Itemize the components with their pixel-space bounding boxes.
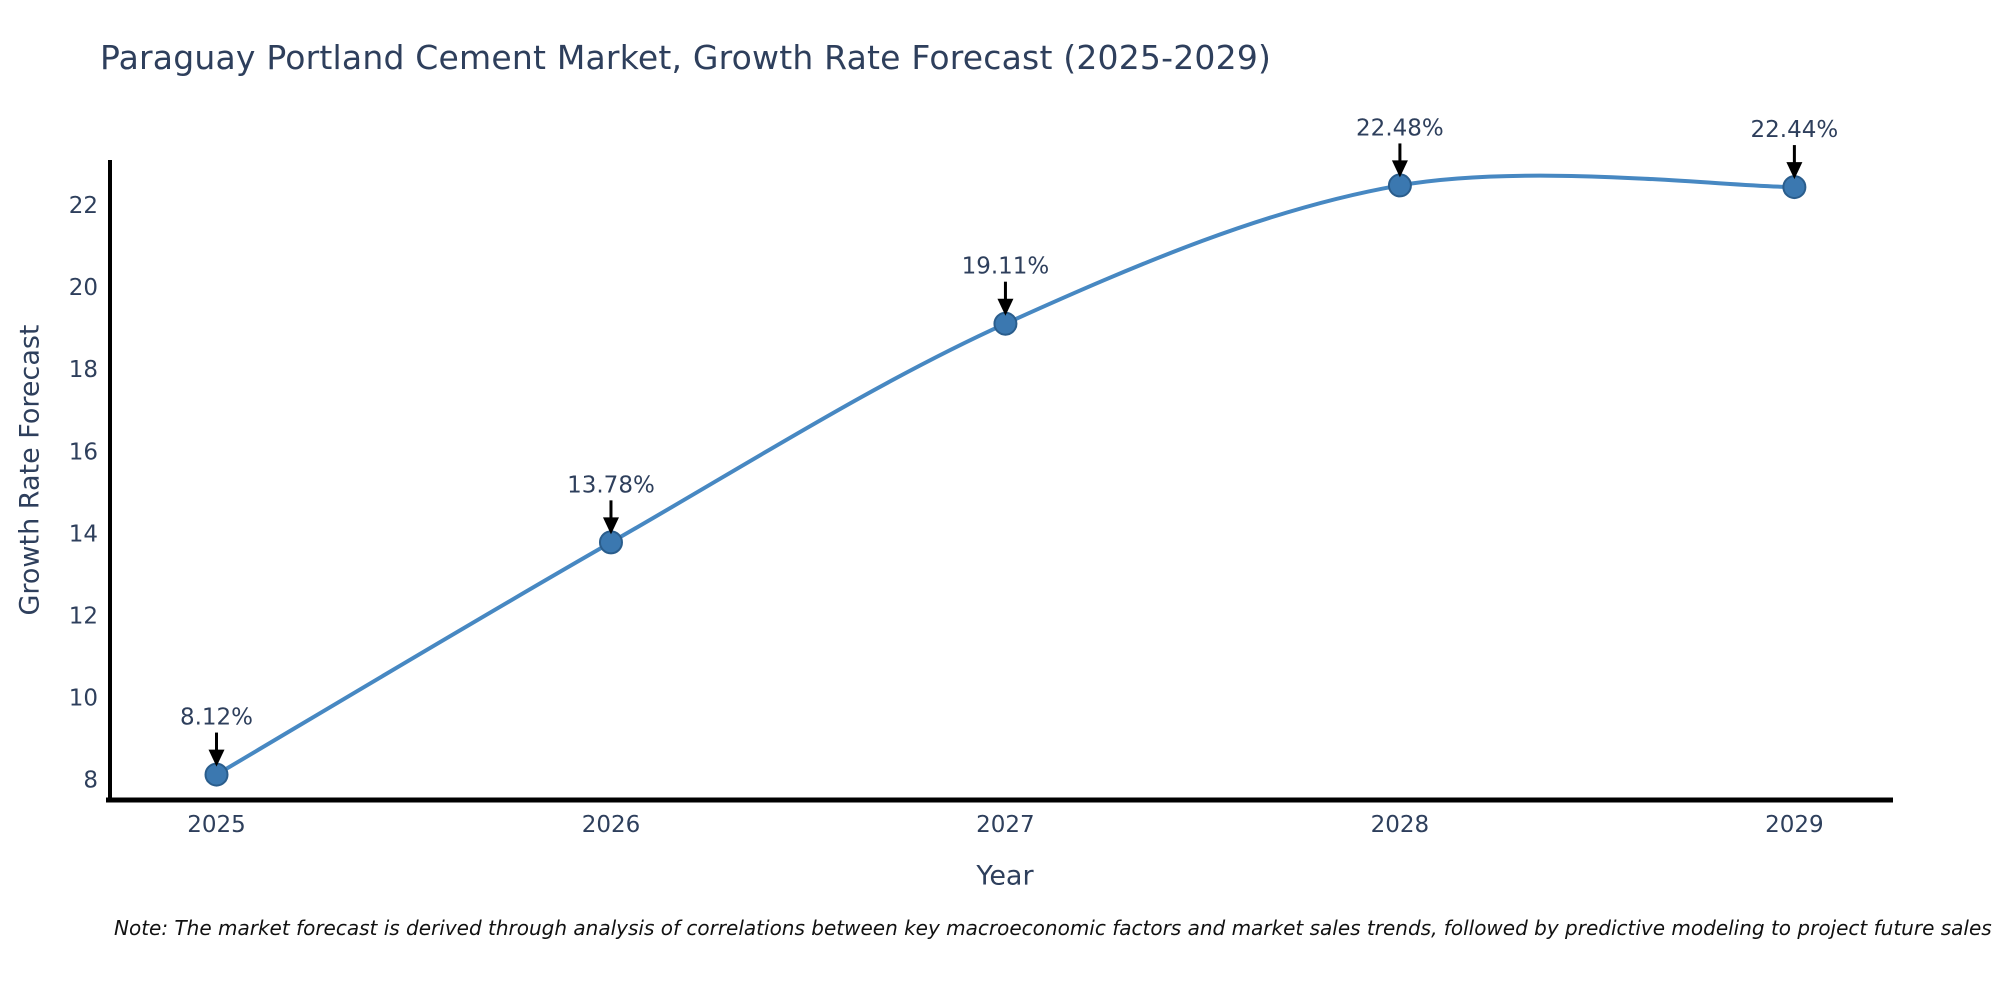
y-tick-label: 20 (69, 275, 98, 301)
y-tick-label: 16 (69, 439, 98, 465)
data-point-marker (598, 530, 623, 555)
annotation-label: 22.48% (1356, 115, 1444, 141)
x-tick-label: 2028 (1371, 812, 1430, 838)
annotation-arrowhead (208, 749, 225, 767)
x-tick-label: 2026 (582, 812, 641, 838)
annotation-arrowhead (1786, 162, 1803, 180)
annotation-label: 13.78% (567, 472, 655, 498)
annotation-arrowhead (997, 298, 1014, 316)
x-tick-label: 2025 (187, 812, 246, 838)
data-point-marker (1782, 175, 1807, 200)
annotation-arrowhead (602, 517, 619, 535)
chart-title: Paraguay Portland Cement Market, Growth … (100, 38, 1272, 77)
y-tick-label: 18 (69, 357, 98, 383)
x-tick-label: 2029 (1765, 812, 1824, 838)
footnote: Note: The market forecast is derived thr… (114, 916, 1992, 940)
annotation-label: 19.11% (962, 254, 1050, 280)
data-point-marker (993, 311, 1018, 336)
y-tick-label: 8 (83, 767, 98, 793)
y-tick-label: 10 (69, 685, 98, 711)
annotation-arrowhead (1391, 160, 1408, 178)
y-tick-label: 14 (69, 521, 98, 547)
annotation-label: 8.12% (180, 705, 253, 731)
y-tick-label: 22 (69, 193, 98, 219)
y-tick-label: 12 (69, 603, 98, 629)
x-axis-title: Year (976, 860, 1034, 892)
data-point-marker (204, 762, 229, 787)
data-point-marker (1387, 173, 1412, 198)
annotation-label: 22.44% (1751, 117, 1839, 143)
x-tick-label: 2027 (976, 812, 1035, 838)
